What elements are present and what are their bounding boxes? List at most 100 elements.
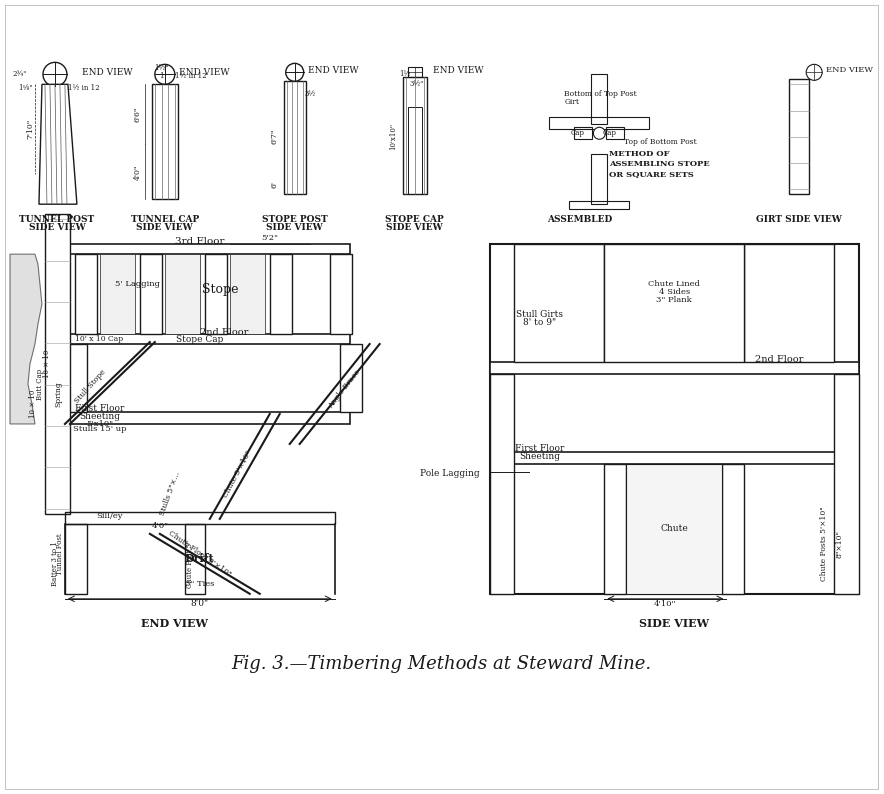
Circle shape [286, 64, 304, 81]
Text: Sheeting: Sheeting [519, 453, 560, 461]
Bar [164, 254, 200, 334]
Bar [591, 154, 607, 204]
Text: Chute 5'×10": Chute 5'×10" [222, 449, 254, 499]
Text: Bottom of Top Post: Bottom of Top Post [564, 91, 637, 98]
Bar [65, 512, 335, 524]
Text: 3" Plank: 3" Plank [657, 296, 692, 304]
Text: Chute Post 5": Chute Post 5" [186, 540, 194, 588]
Bar [284, 81, 306, 195]
Bar [65, 524, 87, 594]
Text: 6': 6' [271, 181, 278, 187]
Text: Chute Posts 5'×10": Chute Posts 5'×10" [820, 507, 828, 581]
Text: Sheeting: Sheeting [80, 412, 120, 422]
Text: 4 Sides: 4 Sides [659, 288, 690, 296]
Bar [605, 245, 744, 362]
Bar [152, 84, 178, 199]
Text: 4'0": 4'0" [133, 164, 141, 180]
Bar [408, 107, 422, 195]
Text: SIDE VIEW: SIDE VIEW [266, 222, 323, 232]
Text: SIDE VIEW: SIDE VIEW [639, 619, 709, 630]
Bar [270, 254, 292, 334]
Bar [490, 452, 859, 464]
Text: First Floor: First Floor [514, 445, 564, 453]
Text: 1: 1 [160, 72, 164, 80]
Text: 10 × 10: 10 × 10 [29, 390, 37, 418]
Text: Chute: Chute [660, 524, 688, 534]
Circle shape [806, 64, 822, 80]
Text: 5'x10": 5'x10" [87, 420, 113, 428]
Bar [185, 524, 205, 594]
Text: Butt Cap: Butt Cap [36, 368, 44, 399]
Bar [789, 79, 809, 195]
Bar [45, 214, 70, 514]
Text: Girt: Girt [564, 98, 579, 106]
Text: 1½ in 12: 1½ in 12 [175, 72, 207, 80]
Bar [627, 464, 722, 594]
Bar [575, 127, 592, 139]
Bar [490, 362, 859, 374]
Text: END VIEW: END VIEW [827, 67, 873, 75]
Text: STOPE CAP: STOPE CAP [385, 214, 444, 224]
Bar [834, 374, 859, 594]
Text: 4'10": 4'10" [654, 599, 676, 607]
Text: 2nd Floor: 2nd Floor [755, 355, 804, 364]
Text: SIDE VIEW: SIDE VIEW [386, 222, 443, 232]
Text: TUNNEL CAP: TUNNEL CAP [131, 214, 199, 224]
Text: Stull Stope: Stull Stope [72, 368, 107, 404]
Bar [100, 254, 135, 334]
Text: Spring: Spring [54, 381, 62, 407]
Bar [205, 254, 227, 334]
Text: 7'10": 7'10" [26, 119, 34, 140]
Text: OR SQUARE SETS: OR SQUARE SETS [609, 170, 694, 178]
Text: 2nd Floor: 2nd Floor [200, 328, 248, 337]
Text: 4'0": 4'0" [151, 522, 168, 530]
Text: ASSEMBLING STOPE: ASSEMBLING STOPE [609, 160, 710, 168]
Text: Cap: Cap [570, 129, 584, 137]
Text: STOPE POST: STOPE POST [262, 214, 328, 224]
Bar [722, 464, 744, 594]
Text: 8"×10": 8"×10" [835, 530, 843, 558]
Text: TUNNEL POST: TUNNEL POST [19, 214, 95, 224]
Bar [402, 77, 427, 195]
Bar [569, 201, 629, 209]
Bar [75, 254, 97, 334]
Text: 5' Lagging: 5' Lagging [115, 280, 160, 288]
Text: 1½ in 12: 1½ in 12 [68, 84, 100, 92]
Text: Chute Lined: Chute Lined [648, 280, 700, 288]
Bar [65, 344, 87, 412]
Text: END VIEW: END VIEW [308, 66, 358, 75]
Bar [514, 245, 605, 362]
Text: 1½: 1½ [399, 71, 410, 79]
Text: ASSEMBLED: ASSEMBLED [547, 214, 612, 224]
Text: 5'2": 5'2" [262, 234, 278, 242]
Bar [490, 374, 514, 594]
Circle shape [155, 64, 175, 84]
Bar [339, 344, 362, 412]
Circle shape [593, 127, 606, 139]
Text: END VIEW: END VIEW [179, 67, 230, 77]
Bar [408, 67, 422, 77]
Text: 1½": 1½" [155, 64, 169, 72]
Text: 3½": 3½" [409, 80, 423, 88]
Text: END VIEW: END VIEW [141, 619, 209, 630]
Text: 6'7": 6'7" [271, 129, 278, 144]
Text: Pole Lagging: Pole Lagging [420, 469, 479, 479]
Text: Tunnel Post: Tunnel Post [56, 533, 64, 575]
Bar [591, 75, 607, 125]
Bar [490, 245, 859, 594]
Text: Angle Brace: Angle Brace [327, 368, 362, 410]
Bar [70, 334, 350, 344]
Text: 8'0": 8'0" [191, 599, 209, 608]
Text: Stope Cap: Stope Cap [176, 334, 224, 344]
Text: Stope: Stope [202, 283, 238, 295]
Bar [230, 254, 264, 334]
Text: 10 × 10: 10 × 10 [43, 350, 51, 378]
Text: 10'x10": 10'x10" [390, 123, 398, 150]
Text: METHOD OF: METHOD OF [609, 150, 670, 158]
Text: 3" Ties: 3" Ties [185, 580, 215, 588]
Text: Sill/ey: Sill/ey [96, 512, 123, 520]
Text: Fig. 3.—Timbering Methods at Steward Mine.: Fig. 3.—Timbering Methods at Steward Min… [232, 655, 652, 673]
Text: GIRT SIDE VIEW: GIRT SIDE VIEW [756, 214, 842, 224]
Text: SIDE VIEW: SIDE VIEW [28, 222, 86, 232]
Text: Drift: Drift [185, 553, 215, 565]
